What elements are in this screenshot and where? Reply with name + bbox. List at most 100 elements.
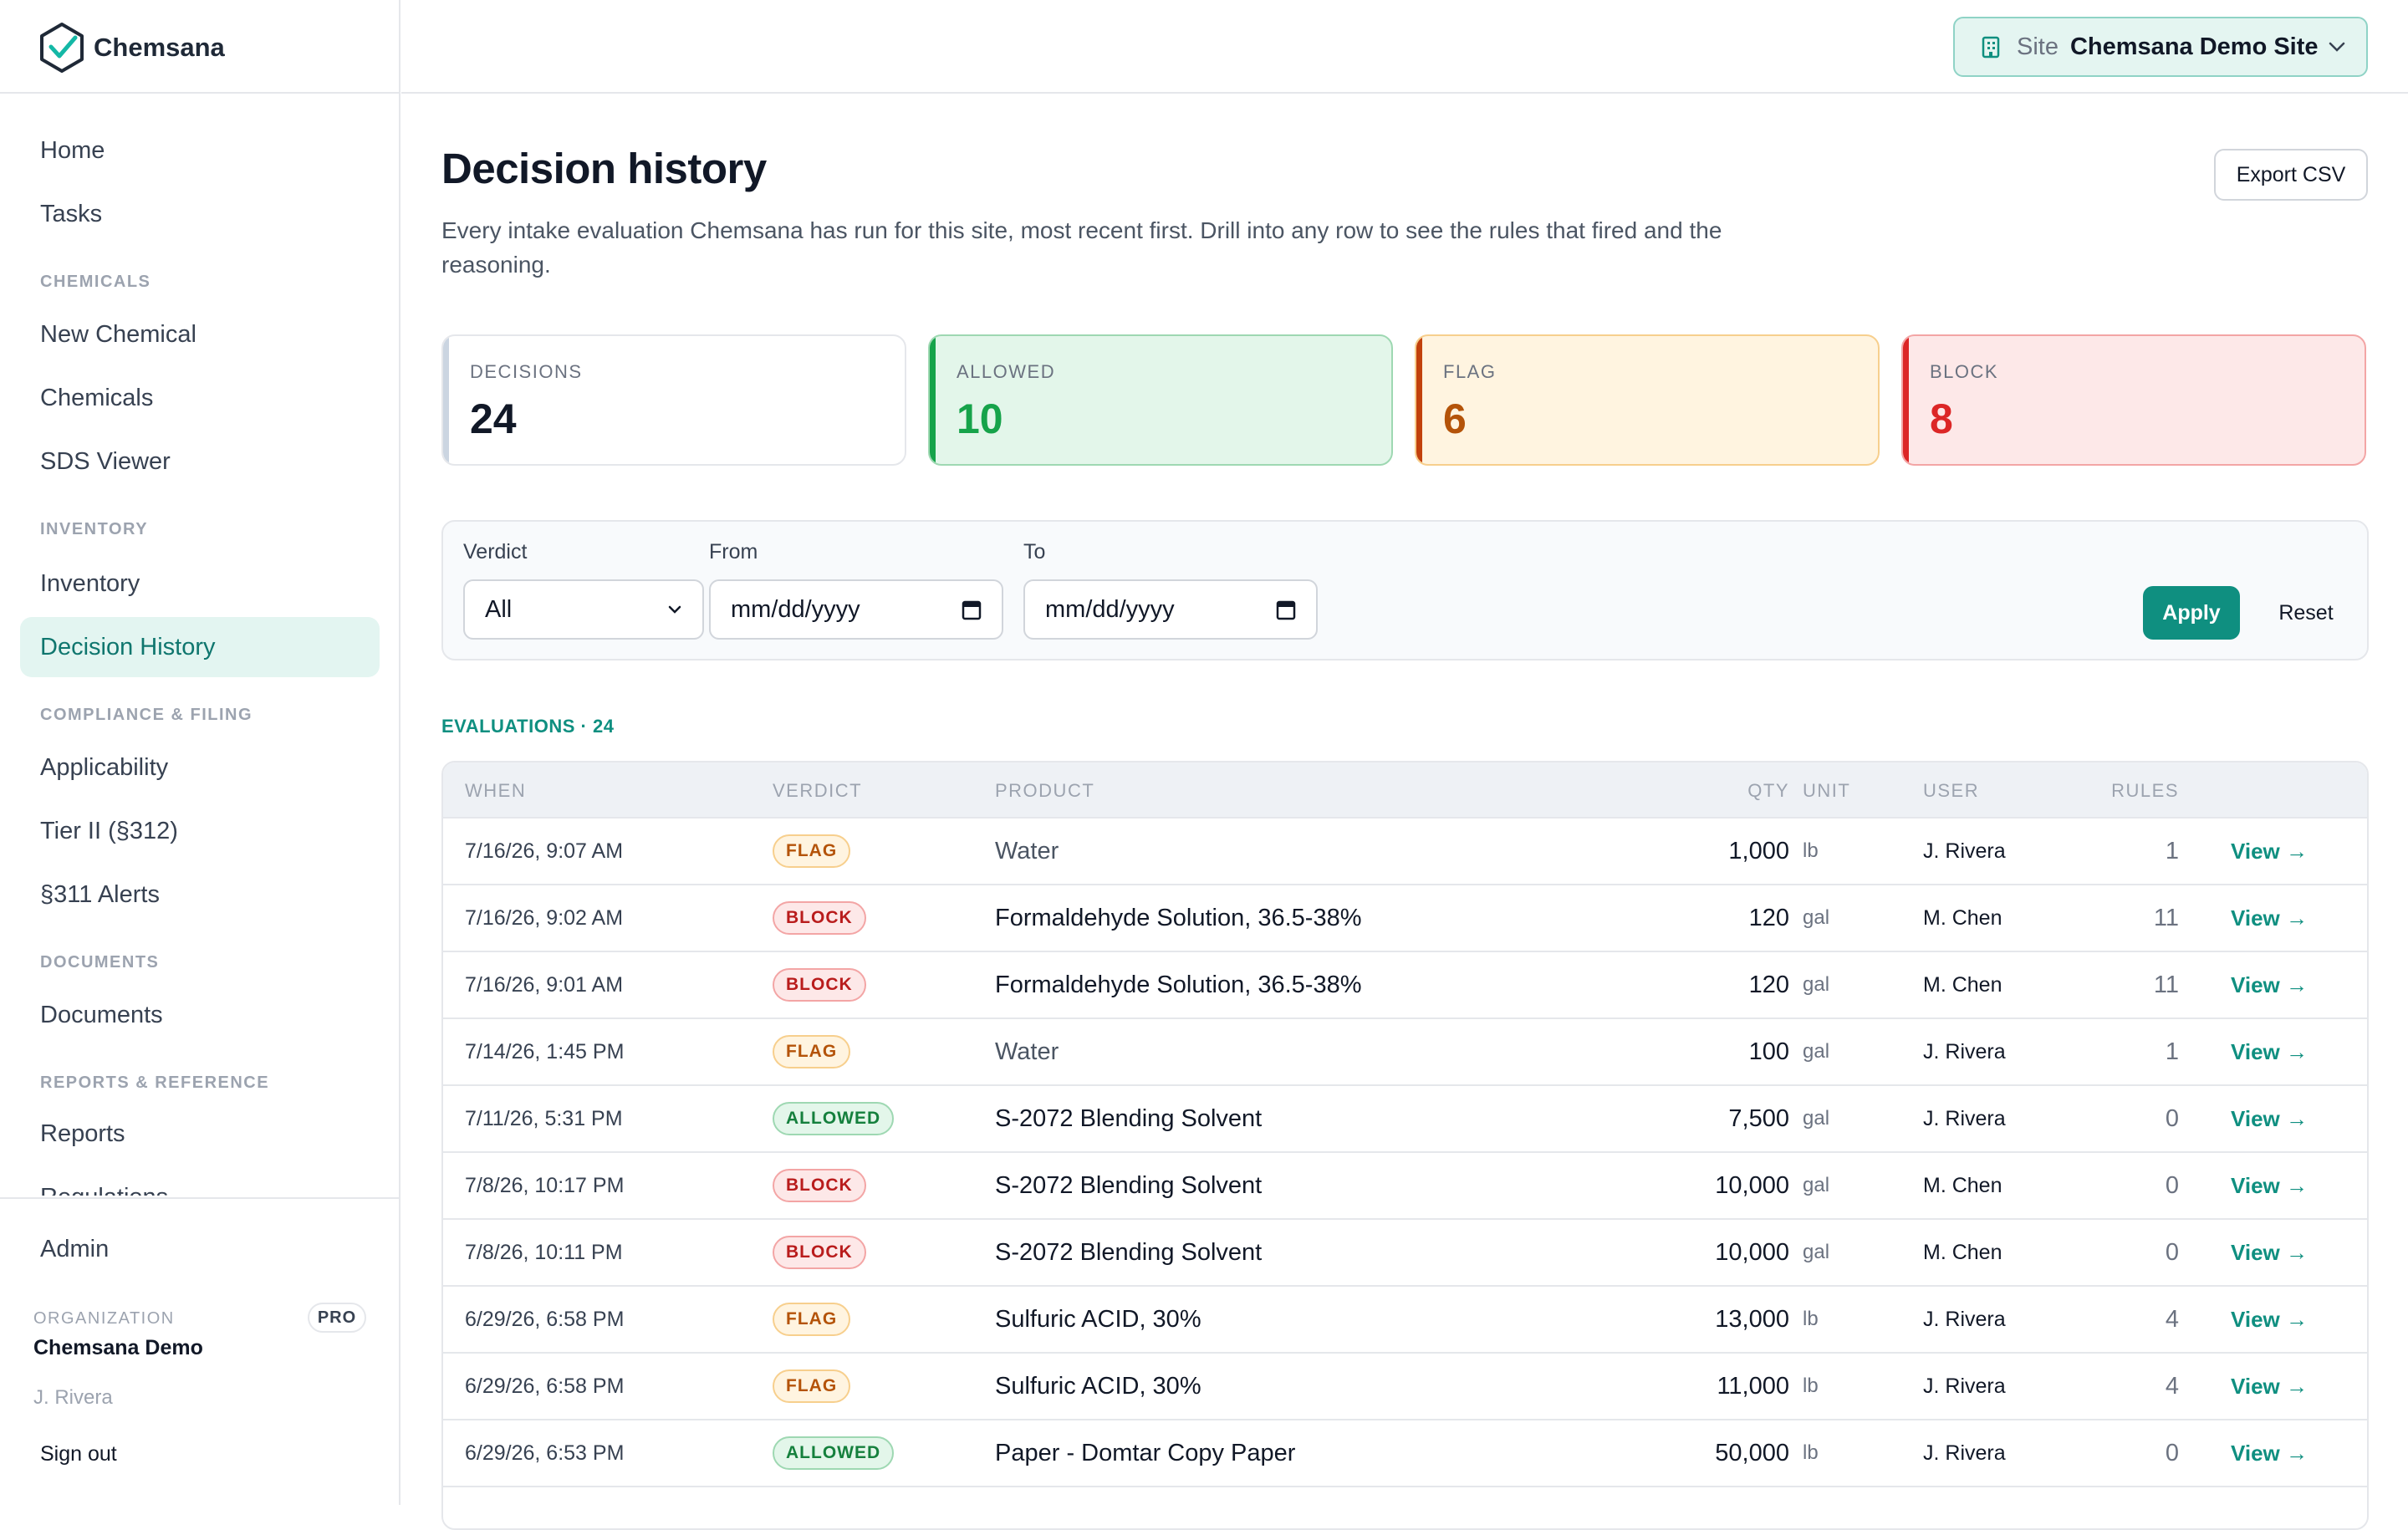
verdict-badge: BLOCK (773, 901, 866, 935)
cell-rules: 4 (2165, 1372, 2179, 1400)
sidebar-item-new-chemical[interactable]: New Chemical (40, 320, 196, 348)
view-link[interactable]: View → (2231, 1105, 2309, 1131)
filter-panel: Verdict All From mm/dd/yyyy To mm/dd/yyy… (441, 520, 2369, 660)
cell-user: M. Chen (1923, 905, 2002, 930)
cell-qty: 10,000 (1715, 1238, 1789, 1266)
cell-when: 7/16/26, 9:07 AM (465, 839, 624, 863)
cell-user: J. Rivera (1923, 1374, 2006, 1398)
view-link[interactable]: View → (2231, 1306, 2309, 1332)
org-name: Chemsana Demo (33, 1336, 203, 1359)
sidebar-item-documents[interactable]: Documents (40, 1001, 163, 1028)
building-icon (1982, 36, 2000, 59)
cell-when: 6/29/26, 6:53 PM (465, 1441, 625, 1465)
table-row[interactable]: 7/16/26, 9:07 AM FLAG Water 1,000 lb J. River… (443, 819, 2367, 885)
from-placeholder: mm/dd/yyyy (731, 595, 860, 623)
to-label: To (1023, 540, 1046, 564)
calendar-icon (962, 600, 982, 620)
cell-product: Formaldehyde Solution, 36.5-38% (995, 971, 1362, 998)
site-selector[interactable]: Site Chemsana Demo Site (1953, 17, 2368, 77)
table-row[interactable]: 6/29/26, 6:58 PM FLAG Sulfuric ACID, 30% 13… (443, 1287, 2367, 1354)
table-row[interactable]: 7/8/26, 10:17 PM BLOCK S-2072 Blending Sol… (443, 1153, 2367, 1220)
cell-user: M. Chen (1923, 972, 2002, 997)
table-row[interactable]: 7/11/26, 5:31 PM ALLOWED S-2072 Blending S… (443, 1086, 2367, 1153)
cell-unit: lb (1803, 1308, 1819, 1330)
plan-badge: PRO (308, 1303, 366, 1333)
col-when: WHEN (465, 779, 527, 801)
sidebar-item-chemicals[interactable]: Chemicals (40, 384, 154, 411)
col-unit: UNIT (1803, 779, 1851, 801)
reset-button[interactable]: Reset (2278, 600, 2334, 625)
cell-user: M. Chen (1923, 1240, 2002, 1264)
view-link[interactable]: View → (2231, 1038, 2309, 1064)
table-row[interactable]: 7/8/26, 10:11 PM BLOCK S-2072 Blending Sol… (443, 1220, 2367, 1287)
to-placeholder: mm/dd/yyyy (1045, 595, 1175, 623)
cell-verdict: BLOCK (773, 952, 866, 1017)
user-name: J. Rivera (33, 1386, 113, 1409)
view-link[interactable]: View → (2231, 1373, 2309, 1399)
view-link[interactable]: View → (2231, 1239, 2309, 1265)
export-csv-button[interactable]: Export CSV (2214, 149, 2368, 201)
sidebar-section-label: CHEMICALS (40, 273, 151, 291)
calendar-icon (1276, 600, 1296, 620)
sidebar-item-regulations[interactable]: Regulations (20, 1167, 380, 1196)
stat-value: 10 (957, 395, 1003, 442)
apply-button[interactable]: Apply (2143, 586, 2240, 640)
verdict-select[interactable]: All (463, 579, 704, 640)
cell-verdict: FLAG (773, 1287, 851, 1352)
cell-unit: lb (1803, 1374, 1819, 1397)
cell-when: 6/29/26, 6:58 PM (465, 1307, 625, 1331)
stat-value: 6 (1443, 395, 1467, 442)
cell-when: 7/8/26, 10:11 PM (465, 1240, 623, 1264)
sidebar-item-admin[interactable]: Admin (40, 1235, 110, 1262)
cell-qty: 7,500 (1728, 1104, 1789, 1132)
cell-rules: 0 (2165, 1171, 2179, 1199)
from-date-input[interactable]: mm/dd/yyyy (709, 579, 1003, 640)
table-row[interactable]: 6/29/26, 6:58 PM FLAG Sulfuric ACID, 30% 11… (443, 1354, 2367, 1420)
cell-unit: gal (1803, 1174, 1830, 1196)
view-link[interactable]: View → (2231, 972, 2309, 997)
view-link[interactable]: View → (2231, 1172, 2309, 1198)
sidebar-item-tasks[interactable]: Tasks (40, 200, 103, 227)
cell-unit: lb (1803, 1441, 1819, 1464)
sidebar-item-home[interactable]: Home (40, 136, 105, 164)
cell-when: 7/8/26, 10:17 PM (465, 1173, 625, 1197)
sidebar-item-tier-ii-312[interactable]: Tier II (§312) (40, 817, 178, 844)
cell-verdict: FLAG (773, 819, 851, 884)
view-link[interactable]: View → (2231, 1440, 2309, 1466)
sidebar-item-reports[interactable]: Reports (40, 1119, 125, 1147)
table-row[interactable]: 7/14/26, 1:45 PM FLAG Water 100 gal J. Rivera… (443, 1019, 2367, 1086)
cell-user: J. Rivera (1923, 839, 2006, 863)
evaluations-count: EVALUATIONS · 24 (441, 716, 615, 737)
cell-qty: 120 (1748, 971, 1789, 998)
verdict-badge: FLAG (773, 1035, 851, 1068)
view-link[interactable]: View → (2231, 905, 2309, 931)
cell-user: J. Rivera (1923, 1039, 2006, 1063)
sidebar-item-inventory[interactable]: Inventory (40, 569, 140, 597)
from-label: From (709, 540, 758, 564)
table-row[interactable]: 6/29/26, 6:53 PM ALLOWED Paper - Domtar Co… (443, 1420, 2367, 1487)
sidebar-section-label: INVENTORY (40, 520, 149, 538)
cell-verdict: BLOCK (773, 1153, 866, 1218)
cell-user: J. Rivera (1923, 1106, 2006, 1130)
sidebar-item-applicability[interactable]: Applicability (40, 753, 169, 781)
table-row[interactable]: 7/16/26, 9:02 AM BLOCK Formaldehyde Soluti… (443, 885, 2367, 952)
main-content: Site Chemsana Demo Site Decision history… (401, 0, 2408, 1530)
sidebar-item-decision-history[interactable]: Decision History (20, 617, 380, 677)
app-logo[interactable]: Chemsana (38, 22, 225, 74)
sidebar-item-sds-viewer[interactable]: SDS Viewer (40, 447, 171, 475)
verdict-value: All (485, 595, 513, 623)
table-row[interactable]: 7/16/26, 9:01 AM BLOCK Formaldehyde Soluti… (443, 952, 2367, 1019)
cell-when: 6/29/26, 6:58 PM (465, 1374, 625, 1398)
to-date-input[interactable]: mm/dd/yyyy (1023, 579, 1318, 640)
view-link[interactable]: View → (2231, 838, 2309, 864)
table-header: WHEN VERDICT PRODUCT QTY UNIT USER RULES (443, 762, 2367, 819)
evaluations-table: WHEN VERDICT PRODUCT QTY UNIT USER RULES… (441, 761, 2369, 1530)
sidebar-item-311-alerts[interactable]: §311 Alerts (40, 880, 160, 908)
stat-value: 8 (1930, 395, 1953, 442)
col-rules: RULES (2111, 779, 2179, 801)
cell-unit: lb (1803, 839, 1819, 862)
sign-out-link[interactable]: Sign out (40, 1442, 117, 1466)
col-qty: QTY (1747, 779, 1789, 801)
cell-verdict: ALLOWED (773, 1420, 895, 1486)
divider (0, 92, 400, 94)
